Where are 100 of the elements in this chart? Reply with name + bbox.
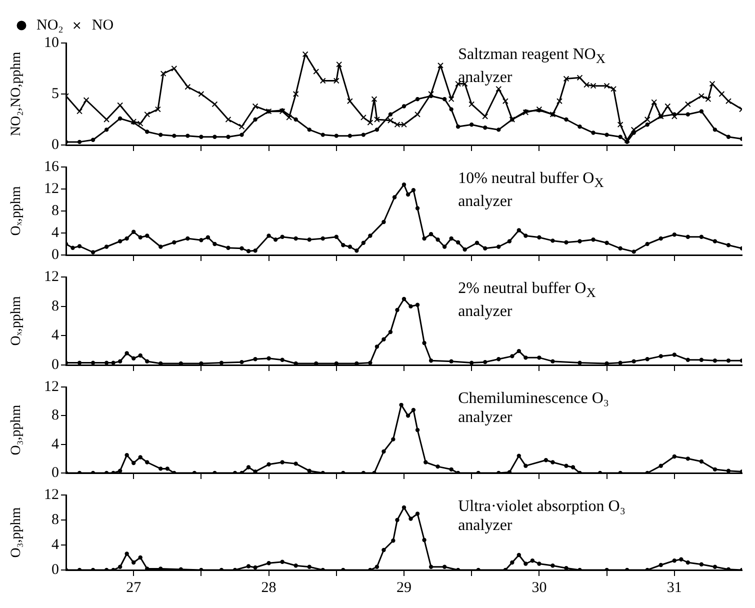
point <box>132 560 136 565</box>
point <box>686 456 690 461</box>
point <box>253 565 258 570</box>
point <box>449 359 454 364</box>
point <box>132 460 136 466</box>
point <box>524 464 528 468</box>
x-tick-label: 28 <box>261 580 276 596</box>
point <box>104 360 109 365</box>
point <box>699 459 704 464</box>
point <box>524 356 528 360</box>
point <box>712 358 718 363</box>
point <box>726 468 731 473</box>
y-axis-title: O₃,pphm <box>9 404 24 456</box>
point <box>145 566 150 570</box>
point <box>118 359 122 364</box>
y-tick-label: 4 <box>52 436 60 452</box>
y-tick-label: 8 <box>52 408 59 424</box>
point <box>178 361 184 365</box>
point <box>550 460 555 464</box>
y-tick-label: 12 <box>44 486 59 503</box>
point <box>280 460 284 464</box>
point <box>77 360 82 365</box>
point <box>199 361 204 365</box>
point <box>510 560 514 565</box>
point <box>266 561 271 566</box>
annotation: Ultra·violet absorption O₃ analyzer <box>458 497 626 535</box>
y-tick-label: 4 <box>52 536 60 553</box>
point <box>686 560 690 565</box>
y-tick-label: 0 <box>52 246 59 263</box>
point <box>90 360 96 365</box>
point <box>158 466 163 471</box>
point <box>686 358 690 362</box>
point <box>124 552 129 556</box>
point <box>578 124 582 129</box>
point <box>266 462 271 466</box>
point <box>496 357 501 362</box>
point <box>314 361 318 365</box>
point <box>550 359 555 364</box>
point <box>158 132 163 137</box>
y-tick-label: 0 <box>52 562 59 578</box>
point <box>402 104 406 108</box>
point <box>645 122 650 127</box>
point <box>658 354 663 358</box>
point <box>510 354 514 358</box>
point <box>564 566 568 570</box>
point <box>496 128 501 132</box>
point <box>294 361 298 365</box>
point <box>591 130 596 135</box>
y-axis-title: Oₓ,pphm <box>9 296 24 346</box>
point <box>604 132 609 137</box>
point <box>118 116 122 121</box>
legend-label: NO₂ <box>36 17 64 34</box>
point <box>77 140 82 144</box>
point <box>104 128 109 132</box>
point <box>280 560 284 564</box>
point <box>124 452 129 458</box>
point <box>516 454 522 458</box>
point <box>219 360 224 365</box>
point <box>212 134 217 139</box>
point <box>632 130 636 135</box>
point <box>118 468 122 473</box>
point <box>428 358 434 363</box>
point <box>280 358 284 362</box>
point <box>138 555 142 560</box>
point <box>699 109 704 114</box>
point <box>165 466 170 471</box>
point <box>686 112 690 116</box>
point <box>374 344 380 349</box>
point <box>470 122 474 127</box>
point <box>253 117 258 122</box>
point <box>699 358 704 362</box>
point <box>632 359 636 364</box>
annotation: Chemiluminescence O₃ analyzer <box>458 389 610 427</box>
point <box>399 402 404 408</box>
y-tick-label: 16 <box>44 158 60 175</box>
point <box>226 134 230 139</box>
point <box>424 460 428 464</box>
point <box>564 464 568 468</box>
point <box>172 134 176 138</box>
point <box>442 97 447 102</box>
point <box>415 512 420 516</box>
point <box>382 449 386 454</box>
y-tick-label: 0 <box>52 136 59 153</box>
y-axis-title: O₃,pphm <box>9 507 24 558</box>
point <box>374 564 380 569</box>
point <box>516 552 522 558</box>
point <box>240 132 244 137</box>
point <box>90 138 96 142</box>
point <box>537 562 542 566</box>
point <box>145 130 150 134</box>
y-tick-label: 8 <box>52 512 59 528</box>
y-tick-label: 0 <box>52 356 59 373</box>
point <box>145 359 150 364</box>
point <box>361 132 366 137</box>
point <box>246 564 251 568</box>
point <box>391 538 396 543</box>
point <box>712 128 718 132</box>
x-tick-label: 30 <box>532 580 547 596</box>
point <box>470 360 474 365</box>
point <box>658 562 663 568</box>
